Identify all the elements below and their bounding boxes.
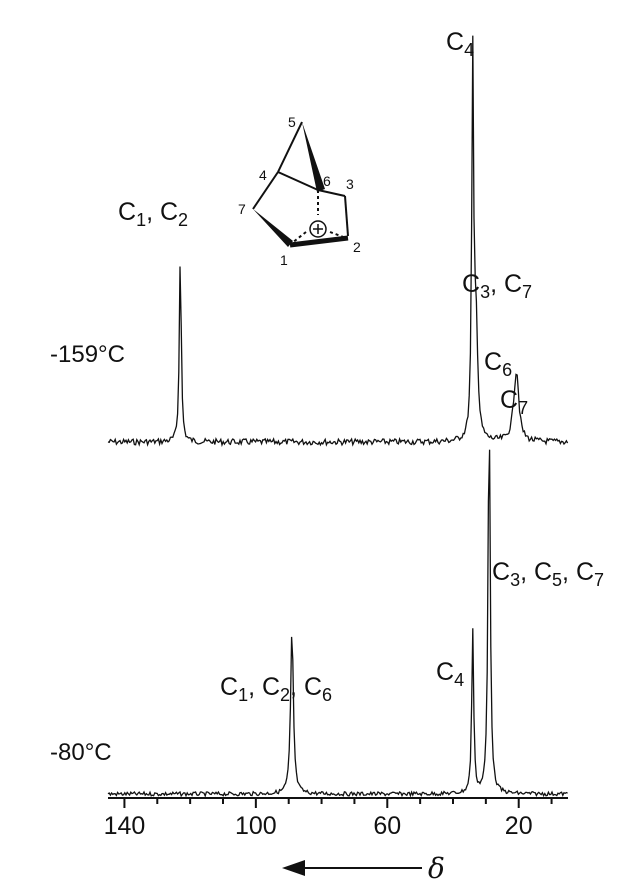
bond-4-6 xyxy=(277,171,319,191)
bond-5-4 xyxy=(277,121,303,173)
bond-1-2 xyxy=(289,235,349,248)
atom-label-1: 1 xyxy=(280,252,288,268)
positive-charge-icon xyxy=(309,220,327,238)
x-tick-label-60: 60 xyxy=(373,812,401,840)
atom-label-6: 6 xyxy=(323,173,331,189)
series-label-minus159: -159°C xyxy=(50,341,125,368)
spectra-traces xyxy=(107,35,569,798)
wedge-bond-5-6 xyxy=(302,122,325,192)
x-axis-ticks: 140 100 60 20 xyxy=(104,798,553,840)
peak-label-s0-p3: C6 xyxy=(484,348,512,380)
peak-label-s0-p1: C4 xyxy=(446,28,474,60)
peak-label-s1-p2: C3, C5, C7 xyxy=(492,558,604,590)
atom-label-5: 5 xyxy=(288,114,296,130)
carbocation-structure-diagram xyxy=(252,121,349,248)
x-tick-label-140: 140 xyxy=(104,812,146,840)
atom-label-3: 3 xyxy=(346,176,354,192)
bond-4-7 xyxy=(252,171,279,210)
spectrum-trace-minus159 xyxy=(107,35,569,448)
x-axis-title: δ xyxy=(282,852,445,885)
x-tick-label-20: 20 xyxy=(505,812,533,840)
dashed-bond-center-2 xyxy=(329,231,347,239)
peak-label-s1-p1: C4 xyxy=(436,658,464,690)
x-tick-label-100: 100 xyxy=(235,812,277,840)
atom-label-2: 2 xyxy=(353,239,361,255)
arrow-head-icon xyxy=(282,860,305,876)
peak-label-s0-p4: C7 xyxy=(500,386,528,418)
structure-atom-labels: 1 2 3 4 5 6 7 xyxy=(238,114,361,268)
dashed-bond-center-1 xyxy=(291,231,307,244)
bond-6-3 xyxy=(317,189,346,197)
delta-label: δ xyxy=(428,852,445,885)
wedge-bond-7-1 xyxy=(253,209,293,247)
bond-3-2 xyxy=(344,195,349,237)
spectrum-trace-minus80 xyxy=(107,449,568,798)
peak-label-s0-p0: C1, C2 xyxy=(118,198,188,230)
peak-label-s1-p0: C1, C2, C6 xyxy=(220,673,332,705)
atom-label-4: 4 xyxy=(259,167,267,183)
peak-label-s0-p2: C3, C7 xyxy=(462,270,532,302)
peak-labels: C1, C2 C4 C3, C7 C6 C7 C1, C2, C6 C4 C3, C5, C7 xyxy=(118,28,604,705)
series-label-minus80: -80°C xyxy=(50,739,112,766)
atom-label-7: 7 xyxy=(238,201,246,217)
